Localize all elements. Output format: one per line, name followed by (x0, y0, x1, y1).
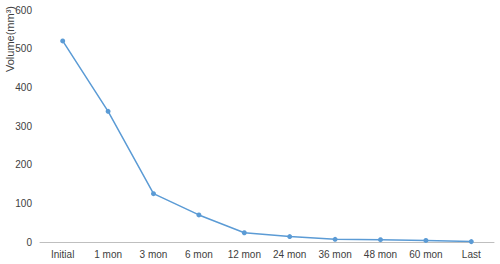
svg-text:600: 600 (15, 5, 32, 16)
svg-text:12 mon: 12 mon (228, 249, 261, 260)
svg-text:48 mon: 48 mon (364, 249, 397, 260)
svg-text:Last: Last (462, 249, 481, 260)
svg-text:300: 300 (15, 121, 32, 132)
svg-text:24 mon: 24 mon (273, 249, 306, 260)
svg-text:36 mon: 36 mon (318, 249, 351, 260)
svg-text:Initial: Initial (51, 249, 74, 260)
svg-text:6 mon: 6 mon (185, 249, 213, 260)
svg-text:Volume(mm³): Volume(mm³) (4, 6, 16, 72)
svg-text:100: 100 (15, 198, 32, 209)
svg-text:0: 0 (26, 237, 32, 248)
svg-text:200: 200 (15, 159, 32, 170)
svg-text:500: 500 (15, 43, 32, 54)
svg-text:3 mon: 3 mon (140, 249, 168, 260)
svg-text:60 mon: 60 mon (409, 249, 442, 260)
svg-text:1 mon: 1 mon (94, 249, 122, 260)
svg-text:400: 400 (15, 82, 32, 93)
